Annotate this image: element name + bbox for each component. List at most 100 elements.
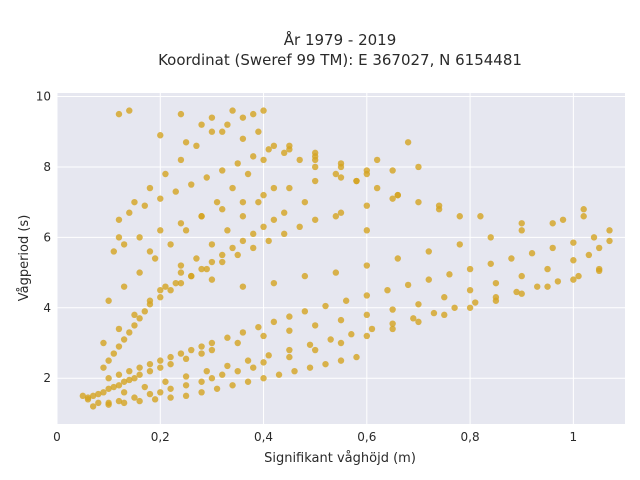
data-point [518, 227, 525, 234]
data-point [126, 107, 133, 114]
data-point [487, 260, 494, 267]
data-point [141, 202, 148, 209]
data-point [606, 227, 613, 234]
data-point [363, 227, 371, 234]
data-point [311, 153, 319, 160]
data-point [270, 279, 278, 287]
data-point [105, 375, 112, 382]
data-point [198, 389, 205, 396]
data-point [425, 276, 432, 283]
data-point [110, 350, 118, 357]
data-point [229, 107, 236, 114]
data-point [570, 239, 577, 246]
data-point [466, 304, 474, 311]
data-point [84, 396, 92, 403]
data-point [136, 397, 143, 405]
data-point [167, 241, 174, 248]
y-tick-label: 10 [36, 90, 51, 104]
data-point [265, 146, 272, 153]
data-point [404, 139, 412, 146]
data-point [95, 390, 102, 398]
data-point [260, 375, 267, 382]
data-point [146, 360, 154, 368]
data-point [327, 336, 334, 343]
data-point [157, 389, 164, 396]
data-point [120, 399, 128, 407]
data-point [270, 318, 278, 326]
data-point [311, 346, 319, 354]
data-point [255, 198, 262, 206]
x-tick-label: 0,8 [461, 430, 480, 444]
y-tick-label: 2 [43, 371, 51, 385]
data-point [260, 191, 267, 199]
data-point [286, 353, 293, 361]
data-point [198, 121, 205, 128]
data-point [389, 306, 396, 313]
data-point [585, 251, 593, 259]
data-point [415, 163, 422, 171]
data-point [559, 216, 567, 223]
data-point [286, 184, 293, 192]
x-tick-label: 0,6 [357, 430, 376, 444]
data-point [487, 234, 494, 241]
data-point [167, 360, 174, 368]
data-point [363, 332, 371, 340]
data-point [518, 290, 525, 297]
data-point [146, 367, 154, 375]
data-point [260, 107, 267, 114]
data-point [131, 322, 138, 329]
data-point [239, 237, 247, 245]
data-point [250, 110, 257, 118]
data-point [595, 244, 603, 252]
x-tick-label: 0 [53, 430, 61, 444]
data-point [208, 258, 216, 266]
data-point [234, 160, 241, 167]
data-point [492, 294, 500, 301]
data-point [157, 357, 164, 364]
data-point [151, 396, 159, 403]
x-tick-label: 0,2 [151, 430, 170, 444]
data-point [198, 265, 205, 273]
data-point [234, 251, 241, 259]
data-point [373, 184, 381, 192]
data-point [229, 382, 236, 389]
data-point [146, 297, 154, 304]
data-point [322, 302, 329, 310]
data-point [544, 283, 551, 290]
data-point [281, 230, 288, 238]
data-point [456, 241, 463, 248]
chart-title: År 1979 - 2019 [284, 30, 397, 49]
data-point [224, 227, 231, 234]
data-point [177, 156, 185, 164]
data-point [239, 329, 247, 336]
data-point [244, 357, 252, 364]
data-point [219, 167, 226, 174]
data-point [198, 213, 205, 220]
data-point [301, 272, 309, 280]
data-point [549, 220, 556, 227]
y-axis-title: Vågperiod (s) [17, 215, 32, 302]
data-point [208, 346, 216, 354]
data-point [260, 359, 267, 366]
data-point [234, 339, 241, 347]
data-point [105, 401, 112, 408]
data-point [394, 191, 401, 199]
data-point [182, 355, 190, 363]
data-point [363, 262, 371, 269]
data-point [410, 315, 417, 322]
data-point [270, 184, 278, 192]
data-point [115, 234, 123, 241]
data-point [275, 371, 283, 378]
data-point [141, 308, 148, 315]
data-point [162, 378, 169, 385]
data-point [167, 385, 174, 392]
y-tick-label: 8 [43, 160, 51, 174]
data-point [126, 209, 133, 216]
data-point [177, 350, 185, 357]
data-point [224, 121, 231, 128]
data-point [337, 163, 345, 171]
data-point [100, 389, 107, 396]
data-point [146, 390, 154, 398]
data-point [472, 299, 479, 306]
